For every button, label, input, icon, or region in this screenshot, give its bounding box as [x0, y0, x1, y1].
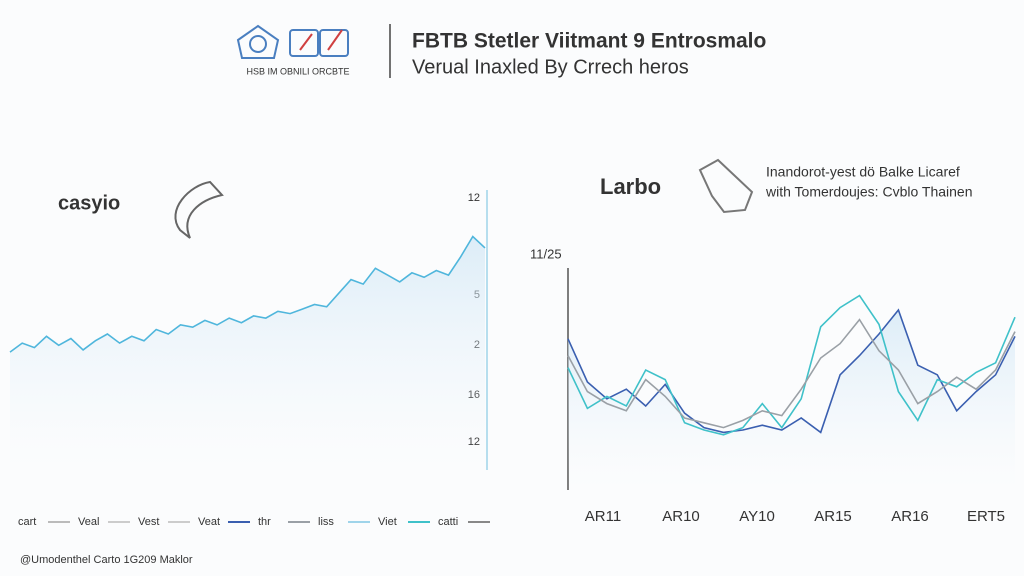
legend-label: thr: [258, 516, 271, 528]
x-tick-label: ERT5: [967, 508, 1005, 525]
legend-label: Viet: [378, 516, 397, 528]
annotation: Inandorot-yest dö Balke Licaref: [766, 164, 960, 180]
x-tick-label: AR15: [814, 508, 852, 525]
logo: [236, 24, 349, 59]
legend-label: cart: [18, 516, 36, 528]
legend-label: liss: [318, 516, 334, 528]
title: FBTB Stetler Viitmant 9 Entrosmalo: [412, 30, 766, 53]
x-tick-label: AR16: [891, 508, 929, 525]
line: [567, 318, 1016, 429]
chart-title: Larbo: [600, 174, 661, 199]
line: [9, 235, 486, 353]
footer: @Umodenthel Carto 1G209 Maklor: [20, 554, 193, 566]
subtitle: Verual Inaxled By Crrech heros: [412, 56, 689, 78]
x-tick-label: AY10: [739, 508, 775, 525]
icon: [698, 158, 754, 214]
area: [10, 236, 485, 470]
legend-label: Vest: [138, 516, 159, 528]
legend-label: Veat: [198, 516, 220, 528]
axis-label: 11/25: [530, 246, 562, 261]
legend-label: catti: [438, 516, 458, 528]
line: [567, 294, 1016, 436]
legend-label: Veal: [78, 516, 99, 528]
icon: [174, 180, 224, 239]
chart-title: casyio: [58, 192, 120, 214]
x-tick-label: AR10: [662, 508, 700, 525]
area: [568, 310, 1015, 490]
x-tick-label: AR11: [585, 508, 621, 525]
axis-label: 12: [468, 192, 480, 204]
logo-caption: HSB IM OBNILI ORCBTE: [246, 66, 349, 76]
annotation: with Tomerdoujes: Cvblo Thainen: [765, 184, 973, 200]
